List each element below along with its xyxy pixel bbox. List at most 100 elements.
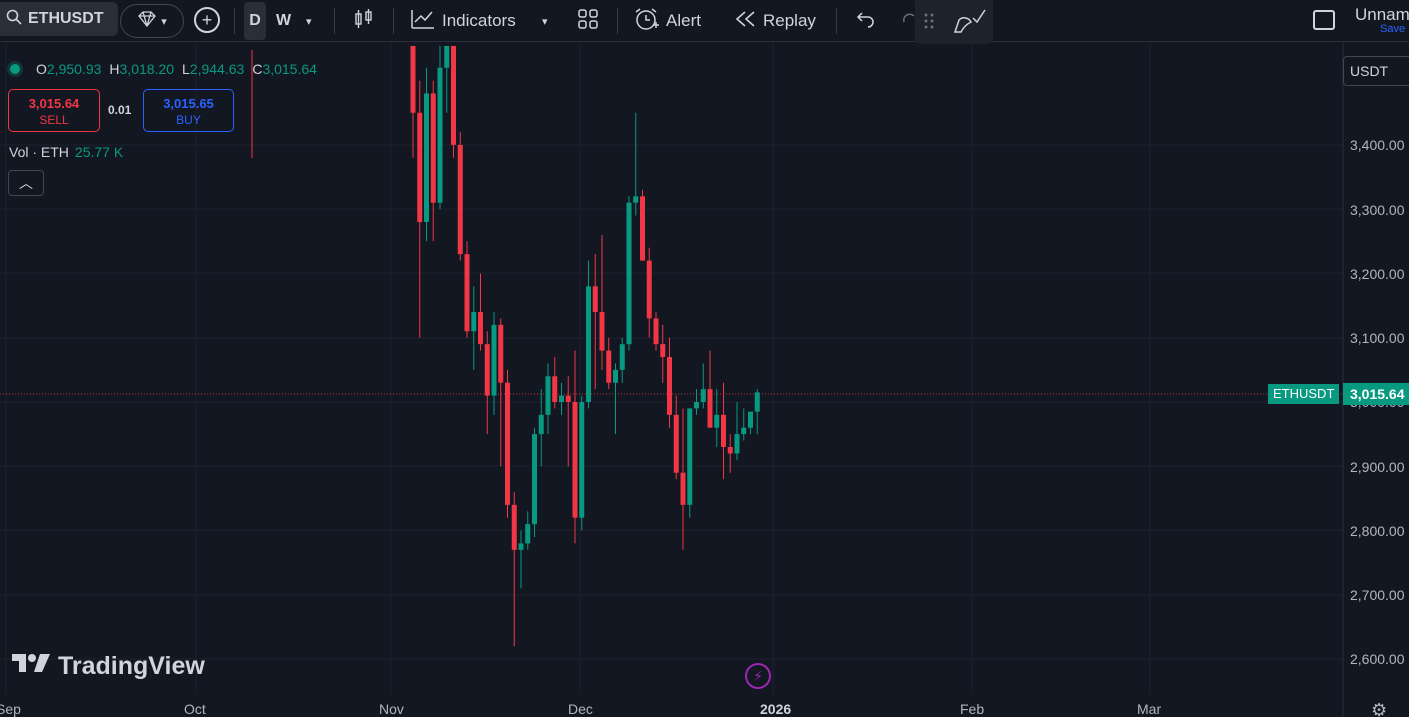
- time-tick: Sep: [0, 701, 21, 717]
- candle-body: [444, 46, 450, 68]
- redo-button[interactable]: [902, 0, 916, 42]
- redo-icon: [902, 10, 916, 33]
- low-key: L: [182, 61, 190, 77]
- rewind-icon: [735, 10, 757, 33]
- indicators-dropdown[interactable]: ▾: [542, 0, 548, 42]
- candle-body: [606, 350, 612, 383]
- candles: [410, 46, 760, 647]
- candle-body: [694, 402, 699, 409]
- high-key: H: [109, 61, 120, 77]
- gear-icon[interactable]: ⚙: [1371, 700, 1388, 717]
- save-link[interactable]: Save: [1380, 23, 1406, 35]
- candle-body: [586, 286, 591, 402]
- brush-check-icon[interactable]: [953, 8, 987, 39]
- candle-body: [565, 395, 571, 402]
- indicators-icon: [410, 8, 436, 35]
- timeframe-w-button[interactable]: W: [276, 12, 292, 29]
- candle-body: [592, 286, 598, 313]
- buy-price: 3,015.65: [163, 96, 214, 111]
- symbol-type-button[interactable]: ▾: [120, 4, 184, 38]
- undo-button[interactable]: [856, 0, 876, 42]
- candle-body: [734, 434, 740, 454]
- last-price-tag: 3,015.64: [1343, 383, 1409, 405]
- price-tick: 2,600.00: [1350, 651, 1405, 667]
- timeframe-d-button[interactable]: D: [244, 2, 266, 40]
- candle-body: [511, 504, 517, 550]
- top-toolbar: ETHUSDT ▾ + D W ▾ Indicators ▾ Alert: [0, 0, 1409, 44]
- price-tick: 3,400.00: [1350, 137, 1405, 153]
- diamond-icon: [137, 10, 157, 32]
- add-symbol-button[interactable]: +: [194, 7, 220, 33]
- candle-body: [498, 324, 504, 383]
- candle-body: [741, 427, 747, 435]
- lightning-icon[interactable]: ⚡: [745, 663, 771, 689]
- candle-body: [673, 414, 679, 473]
- collapse-legend-button[interactable]: ︿: [8, 170, 44, 196]
- candle-body: [714, 414, 720, 428]
- plus-icon: +: [201, 10, 213, 30]
- candle-body: [457, 144, 463, 255]
- candle-body: [754, 392, 760, 412]
- volume-legend[interactable]: Vol · ETH 25.77 K: [9, 144, 123, 160]
- time-tick: Mar: [1137, 701, 1162, 717]
- drawing-toolbar-handle[interactable]: [915, 0, 993, 44]
- candle-body: [478, 312, 483, 345]
- candle-body: [424, 93, 429, 223]
- tradingview-logo[interactable]: TradingView: [12, 652, 205, 681]
- candle-body: [613, 369, 618, 383]
- last-symbol-tag: ETHUSDT: [1268, 384, 1340, 404]
- alert-label: Alert: [666, 11, 701, 30]
- time-tick: Oct: [184, 701, 206, 717]
- candle-body: [626, 202, 632, 345]
- candle-body: [545, 376, 551, 415]
- candle-body: [633, 196, 639, 203]
- candle-body: [579, 402, 585, 518]
- candle-body: [680, 472, 686, 505]
- symbol-search[interactable]: ETHUSDT: [0, 2, 118, 36]
- candle-body: [430, 93, 436, 203]
- indicators-button[interactable]: Indicators: [410, 0, 516, 42]
- price-tick: 2,900.00: [1350, 459, 1405, 475]
- drag-handle-icon[interactable]: [923, 12, 935, 35]
- candle-body: [505, 382, 510, 505]
- candle-body: [599, 312, 605, 351]
- low-value: 2,944.63: [189, 61, 245, 77]
- fullscreen-icon[interactable]: [1313, 10, 1335, 30]
- candle-body: [484, 344, 490, 396]
- buy-button[interactable]: 3,015.65 BUY: [143, 89, 234, 132]
- timeframe-dropdown[interactable]: ▾: [306, 0, 312, 42]
- open-key: O: [36, 61, 47, 77]
- candle-body: [451, 46, 456, 145]
- close-value: 3,015.64: [262, 61, 317, 77]
- divider: [234, 8, 235, 34]
- divider: [617, 8, 618, 34]
- candle-body: [572, 402, 578, 518]
- chart-type-button[interactable]: [354, 0, 374, 42]
- open-value: 2,950.93: [46, 61, 102, 77]
- volume-value: 25.77 K: [74, 144, 124, 160]
- high-value: 3,018.20: [119, 61, 175, 77]
- candle-body: [417, 112, 423, 223]
- candle-body: [653, 318, 659, 345]
- alert-button[interactable]: Alert: [634, 0, 701, 42]
- candle-body: [640, 196, 645, 261]
- sell-price: 3,015.64: [28, 96, 80, 111]
- layouts-button[interactable]: [577, 0, 599, 42]
- candle-body: [464, 254, 470, 332]
- candle-body: [721, 414, 726, 447]
- candle-body: [619, 344, 625, 370]
- candle-body: [552, 376, 558, 402]
- sell-button[interactable]: 3,015.64 SELL: [8, 89, 100, 132]
- chevron-down-icon: ▾: [306, 15, 312, 28]
- layout-name[interactable]: Unnam: [1355, 5, 1409, 24]
- currency-select[interactable]: USDT: [1343, 56, 1409, 86]
- replay-label: Replay: [763, 11, 816, 30]
- candle-body: [518, 543, 524, 550]
- candle-body: [471, 312, 477, 332]
- market-status-icon: [10, 64, 20, 74]
- indicators-label: Indicators: [442, 11, 516, 30]
- candle-body: [559, 395, 564, 402]
- replay-button[interactable]: Replay: [735, 0, 816, 42]
- candles-icon: [354, 8, 374, 35]
